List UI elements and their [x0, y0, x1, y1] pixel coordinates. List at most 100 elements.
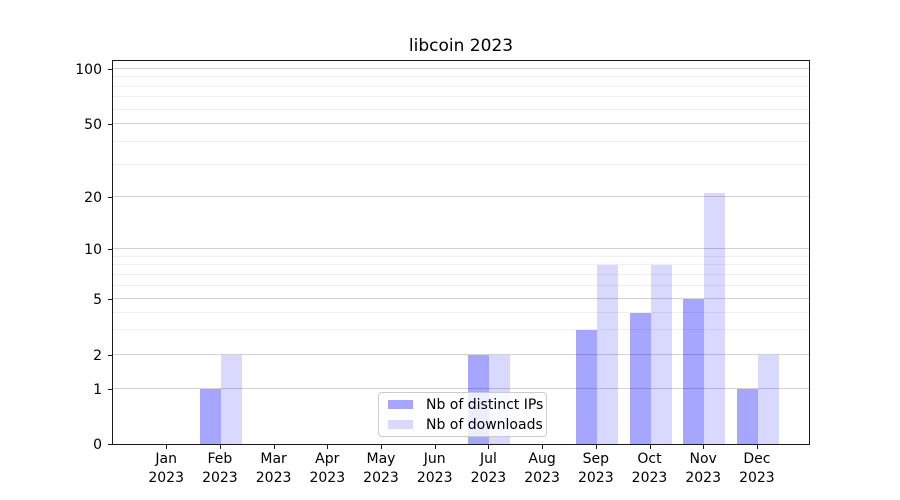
x-tick-month: Jan	[155, 451, 177, 467]
minor-gridline-9	[113, 255, 809, 257]
x-tick-label-jun: Jun 2023	[403, 450, 467, 488]
x-tick-label-jul: Jul 2023	[456, 450, 520, 488]
bar-nb-of-distinct-ips-sep	[575, 330, 597, 444]
x-tick-label-dec: Dec 2023	[725, 450, 789, 488]
x-tick-month: Sep	[582, 451, 609, 467]
y-tick-label-20: 20	[84, 190, 102, 206]
x-tick-mark-aug	[542, 445, 544, 449]
x-tick-year: 2023	[739, 470, 775, 486]
legend-label-distinct-ips: Nb of distinct IPs	[426, 396, 544, 413]
x-tick-month: Apr	[315, 451, 340, 467]
x-tick-year: 2023	[577, 470, 614, 486]
y-tick-label-50: 50	[84, 117, 102, 133]
minor-gridline-30	[113, 163, 809, 165]
x-tick-mark-apr	[327, 445, 329, 449]
x-tick-mark-may	[381, 445, 382, 449]
gridline-50	[113, 123, 809, 124]
x-tick-label-aug: Aug 2023	[510, 450, 574, 488]
legend: Nb of distinct IPs Nb of downloads	[378, 392, 547, 437]
y-tick-mark-20	[108, 197, 112, 198]
x-tick-year: 2023	[470, 470, 507, 486]
y-tick-label-2: 2	[93, 348, 102, 364]
y-tick-mark-2	[108, 355, 112, 356]
gridline-2	[113, 354, 809, 355]
chart-title: libcoin 2023	[408, 36, 514, 56]
x-tick-label-mar: Mar 2023	[242, 450, 306, 488]
bar-nb-of-downloads-nov	[704, 193, 726, 444]
x-tick-year: 2023	[524, 470, 560, 486]
bar-nb-of-distinct-ips-oct	[629, 312, 651, 444]
x-tick-month: May	[366, 451, 396, 467]
gridline-10	[113, 248, 809, 249]
bar-nb-of-distinct-ips-dec	[736, 389, 758, 444]
y-tick-mark-100	[108, 69, 112, 70]
minor-gridline-8	[113, 264, 809, 266]
x-tick-year: 2023	[631, 470, 668, 486]
x-tick-month: Jul	[479, 451, 497, 467]
y-tick-mark-10	[108, 249, 112, 250]
bar-nb-of-distinct-ips-nov	[683, 299, 705, 444]
plot-area	[112, 60, 810, 445]
x-tick-month: Jun	[423, 451, 446, 467]
y-tick-mark-0	[108, 444, 112, 445]
x-tick-month: Aug	[528, 451, 556, 467]
gridline-20	[113, 196, 809, 197]
x-tick-mark-sep	[595, 445, 597, 449]
bar-nb-of-distinct-ips-feb	[199, 389, 221, 444]
x-tick-label-feb: Feb 2023	[188, 450, 252, 488]
bar-nb-of-downloads-dec	[757, 355, 779, 444]
y-tick-label-100: 100	[75, 62, 102, 78]
y-tick-mark-1	[108, 389, 112, 390]
y-tick-mark-5	[108, 299, 112, 300]
x-tick-mark-feb	[219, 445, 221, 449]
y-tick-mark-50	[108, 124, 112, 125]
x-tick-label-may: May 2023	[349, 450, 413, 488]
x-tick-mark-jan	[166, 445, 168, 449]
gridline-5	[113, 298, 809, 299]
x-tick-month: Oct	[637, 451, 662, 467]
minor-gridline-7	[113, 273, 809, 275]
gridline-100	[113, 68, 809, 69]
legend-label-downloads: Nb of downloads	[426, 416, 543, 433]
minor-gridline-90	[113, 76, 809, 78]
minor-gridline-60	[113, 108, 809, 110]
bar-nb-of-downloads-feb	[220, 355, 242, 444]
x-tick-year: 2023	[202, 470, 238, 486]
legend-swatch-distinct-ips	[388, 400, 413, 409]
minor-gridline-3	[113, 329, 809, 331]
x-tick-month: Nov	[689, 451, 717, 467]
x-tick-label-nov: Nov 2023	[671, 450, 735, 488]
x-tick-year: 2023	[148, 470, 184, 486]
x-tick-mark-oct	[649, 445, 651, 449]
x-tick-year: 2023	[255, 470, 292, 486]
legend-row-downloads: Nb of downloads	[388, 417, 546, 433]
y-tick-label-0: 0	[93, 437, 102, 453]
minor-gridline-6	[113, 284, 809, 286]
gridline-1	[113, 388, 809, 389]
bar-nb-of-downloads-sep	[596, 265, 618, 444]
x-tick-month: Mar	[260, 451, 287, 467]
x-tick-label-apr: Apr 2023	[295, 450, 359, 488]
minor-gridline-70	[113, 96, 809, 98]
minor-gridline-80	[113, 85, 809, 87]
x-tick-mark-mar	[273, 445, 275, 449]
legend-swatch-downloads	[388, 420, 413, 429]
x-tick-month: Dec	[743, 451, 771, 467]
x-tick-mark-jul	[488, 445, 490, 449]
x-tick-label-sep: Sep 2023	[564, 450, 628, 488]
x-tick-year: 2023	[363, 470, 399, 486]
minor-gridline-4	[113, 311, 809, 313]
x-tick-label-jan: Jan 2023	[134, 450, 198, 488]
x-tick-year: 2023	[685, 470, 721, 486]
y-tick-label-5: 5	[93, 292, 102, 308]
y-tick-label-10: 10	[84, 242, 102, 258]
x-tick-year: 2023	[309, 470, 346, 486]
legend-row-distinct-ips: Nb of distinct IPs	[388, 397, 546, 413]
minor-gridline-40	[113, 140, 809, 142]
x-tick-mark-nov	[703, 445, 705, 449]
x-tick-mark-jun	[434, 445, 436, 449]
bar-nb-of-downloads-oct	[650, 265, 672, 444]
x-tick-month: Feb	[207, 451, 233, 467]
x-tick-year: 2023	[416, 470, 453, 486]
